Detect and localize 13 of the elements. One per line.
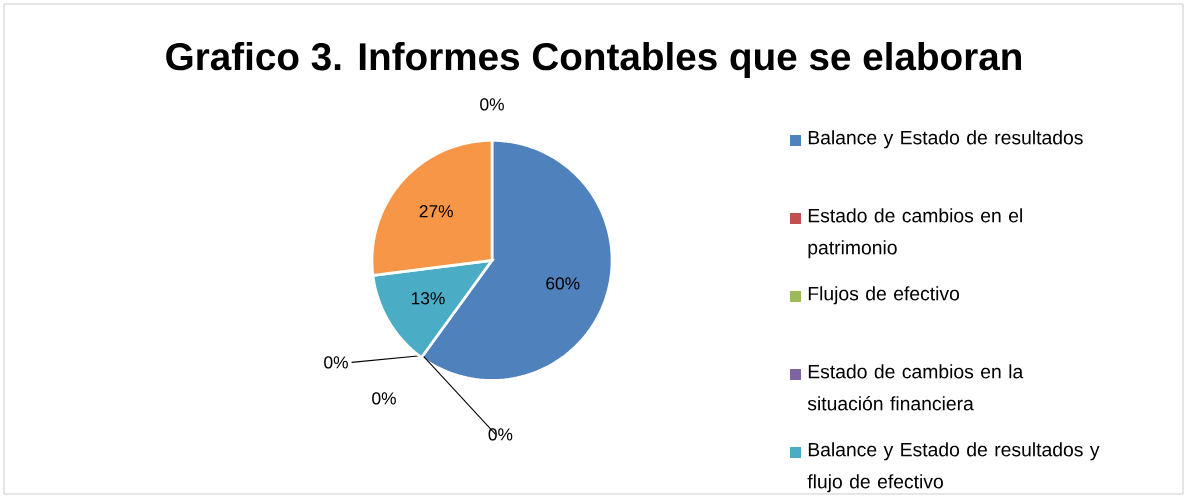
data-label: 60%: [546, 277, 580, 290]
data-label: 13%: [411, 292, 445, 305]
text: 0%: [324, 356, 348, 369]
legend-label: Estado de cambios en el patrimonio: [808, 208, 1022, 259]
text: 0%: [372, 392, 396, 405]
legend-label: Balance y Estado de resultados y flujo de efectivo: [807, 442, 1100, 493]
legend-label: Flujos de efectivo: [808, 286, 960, 305]
text: 0%: [480, 98, 504, 111]
chart-title: Grafico 3. Informes Contables que se elaboran: [166, 41, 1021, 79]
data-label: 27%: [419, 205, 453, 218]
text: 0%: [488, 428, 513, 441]
legend-label: Estado de cambios en la situación financiera: [807, 364, 1024, 411]
legend-label: Balance y Estado de resultados: [808, 130, 1083, 149]
